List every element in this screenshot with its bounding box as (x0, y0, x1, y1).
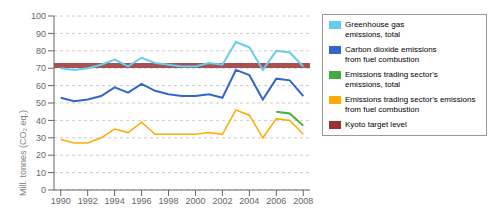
svg-text:70: 70 (36, 63, 46, 73)
html-text:Emissions trading sector's emi: Emissions trading sector's emissions fro… (345, 95, 476, 114)
svg-text:2002: 2002 (212, 196, 232, 206)
html-text:Kyoto target level: Kyoto target level (345, 120, 407, 129)
svg-text:2008: 2008 (293, 196, 313, 206)
svg-text:1992: 1992 (78, 196, 98, 206)
svg-text:2006: 2006 (266, 196, 286, 206)
svg-text:90: 90 (36, 29, 46, 39)
svg-text:1996: 1996 (132, 196, 152, 206)
svg-text:1998: 1998 (159, 196, 179, 206)
svg-text:10: 10 (36, 168, 46, 178)
svg-text:Mill. tonnes (CO₂ eq.): Mill. tonnes (CO₂ eq.) (18, 110, 28, 196)
svg-text:40: 40 (36, 116, 46, 126)
svg-text:2000: 2000 (185, 196, 205, 206)
svg-text:60: 60 (36, 81, 46, 91)
svg-text:30: 30 (36, 133, 46, 143)
svg-text:100: 100 (31, 11, 46, 21)
html-text:Emissions trading sector's emi: Emissions trading sector's emissions, to… (345, 70, 438, 89)
html-text:Greenhouse gas emissions, tota: Greenhouse gas emissions, total (345, 20, 405, 39)
svg-text:1994: 1994 (105, 196, 125, 206)
svg-text:20: 20 (36, 150, 46, 160)
svg-text:50: 50 (36, 98, 46, 108)
svg-text:80: 80 (36, 46, 46, 56)
html-text:Carbon dioxide emissions from: Carbon dioxide emissions from fuel combu… (345, 45, 437, 64)
svg-text:2004: 2004 (239, 196, 259, 206)
svg-text:0: 0 (41, 185, 46, 195)
svg-text:1990: 1990 (51, 196, 71, 206)
